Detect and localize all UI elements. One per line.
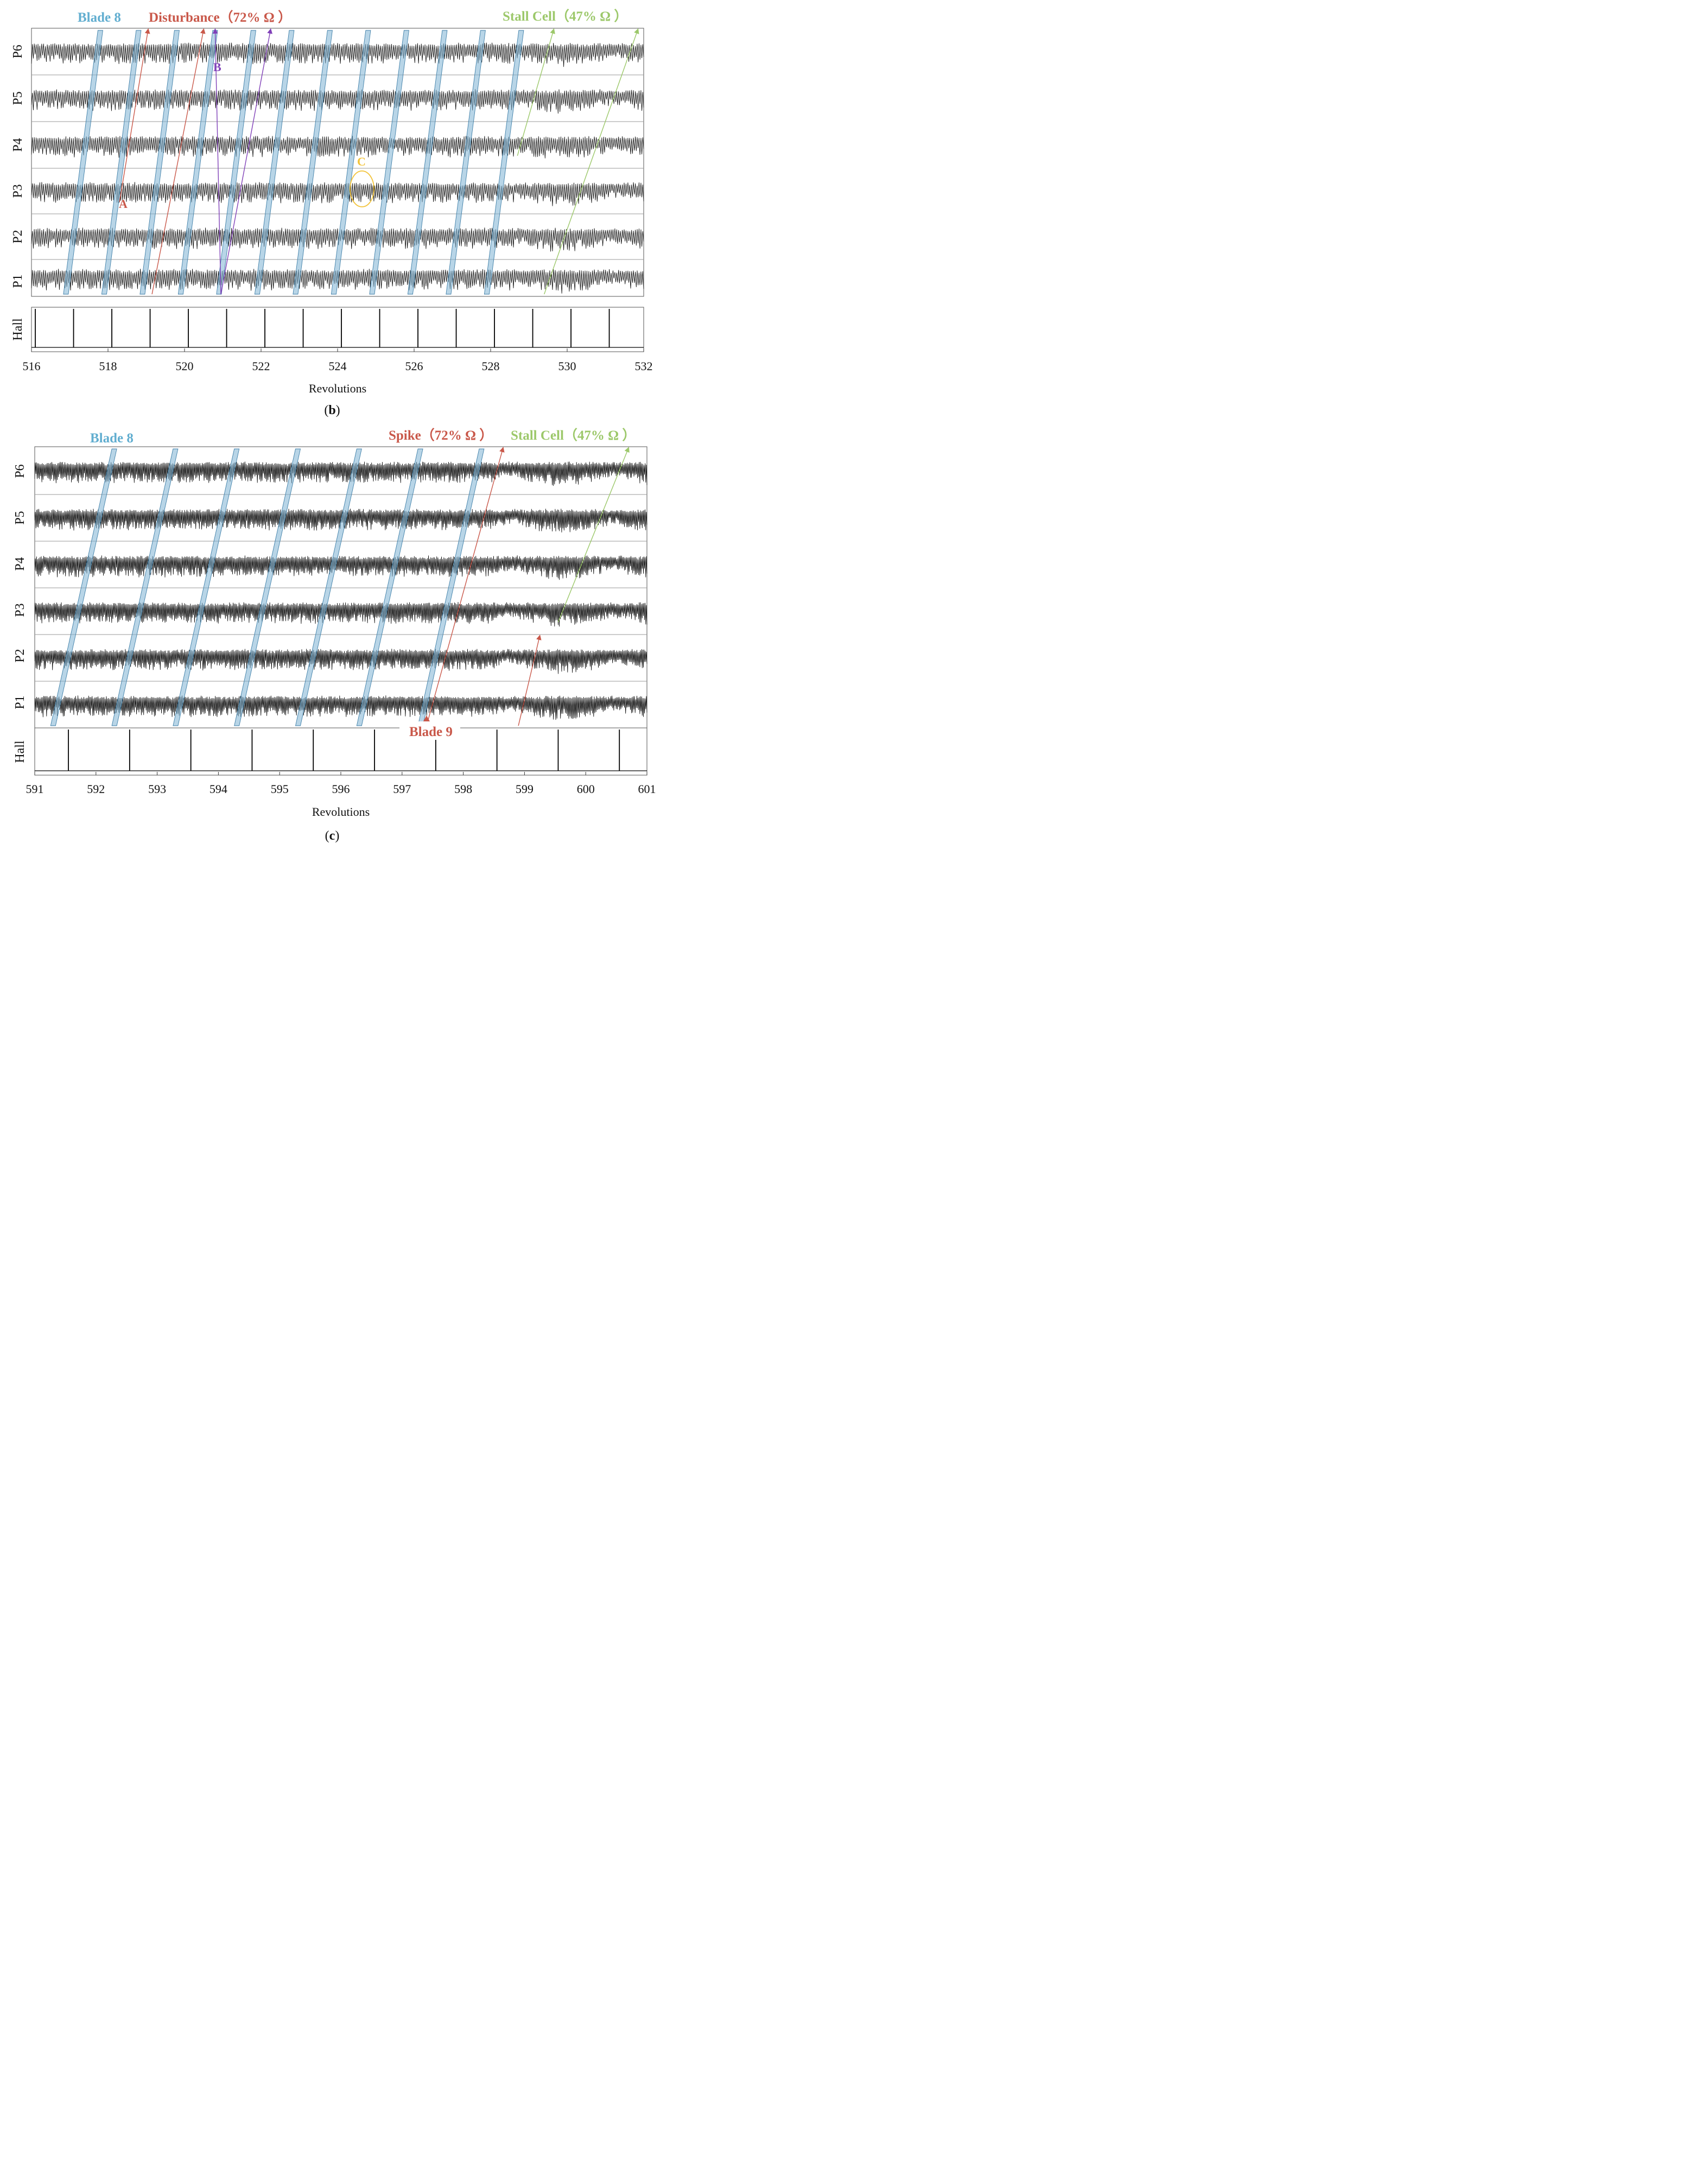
channel-label-p6: P6 [13,464,27,478]
pressure-trace-p5 [31,89,644,114]
x-tick-label: 518 [99,359,117,373]
pressure-trace-p2 [31,227,644,252]
blade-8-band [216,30,256,295]
channel-label-p2: P2 [11,230,25,243]
x-tick-label: 592 [87,782,105,796]
blade-8-band [139,30,180,295]
stall-cell-arrow [544,28,639,295]
stall-cell-arrow [557,447,630,623]
hall-frame-b [31,307,644,352]
x-tick-label: 596 [332,782,350,796]
marker-b: B [213,60,221,74]
panel-sublabel-c: (c) [325,829,340,843]
channel-label-p1: P1 [13,695,27,709]
stall-title-c: Stall Cell（47% Ω ） [511,427,636,443]
plot-frame-c [34,446,647,728]
panel-sublabel-b: (b) [324,403,340,417]
blade-8-band [101,30,142,295]
x-tick-label: 594 [209,782,227,796]
blade-8-band [356,448,423,726]
chart-panel-c: P6 P5 P4 P3 P2 P1 Hall 591 592 593 594 595 59… [13,427,656,843]
pressure-trace-p6 [34,461,647,486]
purple-disturbance-arrow [212,28,221,295]
hall-label-c: Hall [13,740,27,763]
blade-8-band [407,30,448,295]
channel-label-p5: P5 [11,91,25,105]
chart-panel-b: P6 P5 P4 P3 P2 P1 Hall 516 518 520 522 524 52… [11,8,653,417]
x-tick-label: 530 [558,359,576,373]
x-tick-label: 601 [638,782,656,796]
blade-8-band [293,30,333,295]
spike-arrow [518,635,542,726]
x-tick-label: 526 [405,359,423,373]
purple-disturbance-arrow [220,28,272,295]
marker-a: A [119,197,128,211]
plot-frame-b [31,28,644,297]
stall-title-b: Stall Cell（47% Ω ） [503,8,627,24]
blade9-marker-triangle [423,715,430,721]
x-tick-label: 528 [482,359,500,373]
hall-label-b: Hall [11,318,25,341]
channel-label-p4: P4 [11,138,25,151]
x-tick-label: 524 [329,359,347,373]
blade-8-band [295,448,362,726]
blade-8-band [63,30,103,295]
pressure-trace-p4 [31,136,644,158]
stall-cell-arrow [517,28,555,156]
pressure-trace-p5 [34,509,647,532]
x-tick-label: 520 [176,359,194,373]
blade9-label-bg [399,721,460,740]
marker-c: C [357,155,366,168]
channel-label-p5: P5 [13,511,27,524]
pressure-trace-p3 [31,182,644,206]
pressure-trace-p1 [34,695,647,720]
x-tick-label: 522 [252,359,270,373]
x-tick-label: 595 [271,782,289,796]
channel-label-p2: P2 [13,649,27,662]
x-tick-label: 600 [577,782,595,796]
blade-8-band [417,448,485,726]
pressure-trace-p2 [34,649,647,674]
disturbance-title-b: Disturbance（72% Ω ） [149,9,291,25]
spike-arrow [426,447,505,726]
blade-8-band [331,30,371,295]
channel-label-p3: P3 [13,603,27,617]
highlight-circle-c [350,170,374,207]
x-axis-title-c: Revolutions [312,805,370,819]
disturbance-arrow [151,28,206,295]
blade-8-band [484,30,524,295]
x-axis-title-b: Revolutions [309,382,366,395]
blade-8-band [50,448,117,726]
channel-label-p1: P1 [11,274,25,288]
blade-8-band [446,30,486,295]
x-tick-label: 532 [635,359,653,373]
blade-title-c: Blade 8 [90,431,134,446]
hall-frame-c [34,727,647,776]
x-tick-label: 593 [148,782,166,796]
panel-letter-b: b [328,403,335,417]
x-tick-label: 516 [23,359,41,373]
blade-title-b: Blade 8 [78,10,121,25]
channel-label-p4: P4 [13,557,27,570]
channel-label-p3: P3 [11,184,25,198]
blade9-label: Blade 9 [409,725,453,739]
blade-8-band [254,30,295,295]
blade-8-band [369,30,409,295]
panel-letter-c: c [329,829,335,843]
x-tick-label: 591 [26,782,44,796]
figure-canvas: P6 P5 P4 P3 P2 P1 Hall 516 518 520 522 524 52… [11,8,656,843]
pressure-trace-p6 [31,42,644,67]
x-tick-label: 599 [516,782,534,796]
blade-8-band [177,30,218,295]
pressure-trace-p3 [34,601,647,627]
disturbance-arrow [119,28,150,202]
pressure-trace-p4 [34,555,647,580]
blade-8-band [173,448,240,726]
channel-label-p6: P6 [11,45,25,58]
x-tick-label: 598 [454,782,472,796]
spike-title-c: Spike（72% Ω ） [389,427,493,443]
blade-8-band [234,448,301,726]
x-tick-label: 597 [393,782,411,796]
blade-8-band [111,448,179,726]
